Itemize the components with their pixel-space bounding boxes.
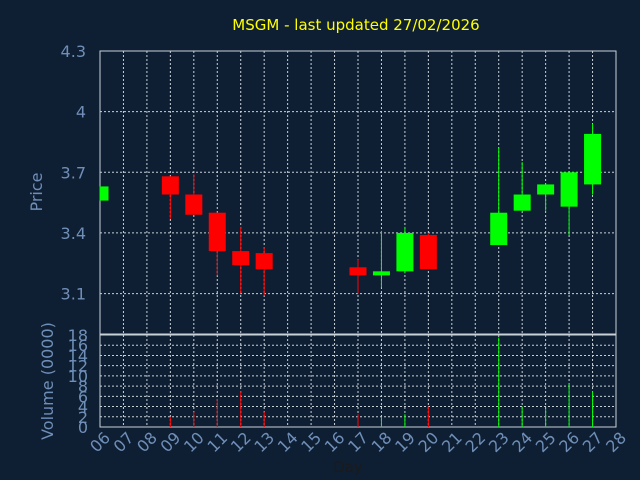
candle-20 (419, 232, 437, 270)
volume-tick-label: 4 (78, 398, 88, 417)
candle-17 (349, 259, 367, 294)
candle-11 (208, 212, 226, 276)
candle-body (396, 232, 414, 272)
candle-body (161, 176, 179, 195)
volume-tick-label: 14 (68, 346, 88, 365)
volume-tick-label: 10 (68, 367, 88, 386)
candle-27 (584, 123, 602, 195)
price-tick-label: 4.3 (61, 42, 86, 61)
volume-panel: 1816141210864200607080910111213141516171… (68, 326, 630, 456)
candle-06 (99, 186, 109, 201)
candle-body (560, 172, 578, 207)
x-tick-label: 28 (602, 428, 630, 456)
price-tick-label: 3.7 (61, 163, 86, 182)
candle-body (232, 251, 250, 266)
candle-body (208, 212, 226, 252)
price-tick-label: 3.4 (61, 224, 86, 243)
candle-09 (161, 176, 179, 219)
candle-body (255, 253, 273, 270)
candle-body (372, 271, 390, 276)
candle-body (584, 133, 602, 185)
price-axis-label: Price (27, 172, 46, 211)
volume-tick-label: 16 (68, 336, 88, 355)
candle-24 (513, 162, 531, 211)
candle-body (490, 212, 508, 246)
candle-body (100, 186, 109, 201)
candle-12 (232, 226, 250, 294)
volume-axis-label: Volume (0000) (38, 322, 57, 440)
candle-body (349, 267, 367, 276)
candle-13 (255, 247, 273, 296)
volume-tick-label: 2 (78, 408, 88, 427)
candle-body (185, 194, 203, 215)
candle-19 (396, 226, 414, 274)
candle-10 (185, 174, 203, 215)
x-axis-label: Day (333, 458, 363, 476)
price-panel: 4.3 4 3.7 3.4 3.1 (61, 42, 617, 335)
volume-tick-label: 0 (78, 418, 88, 437)
candle-body (419, 234, 437, 270)
chart-title: MSGM - last updated 27/02/2026 (232, 16, 479, 34)
price-tick-label: 3.1 (61, 285, 86, 304)
candle-23 (490, 148, 508, 246)
candle-body (537, 184, 555, 195)
volume-tick-label: 6 (78, 387, 88, 406)
candle-26 (560, 172, 578, 235)
volume-tick-label: 12 (68, 357, 88, 376)
volume-tick-label: 18 (68, 326, 88, 345)
price-tick-label: 4 (76, 103, 86, 122)
candle-body (513, 194, 531, 211)
candle-25 (537, 184, 555, 211)
candle-18 (372, 230, 390, 288)
volume-tick-label: 8 (78, 377, 88, 396)
